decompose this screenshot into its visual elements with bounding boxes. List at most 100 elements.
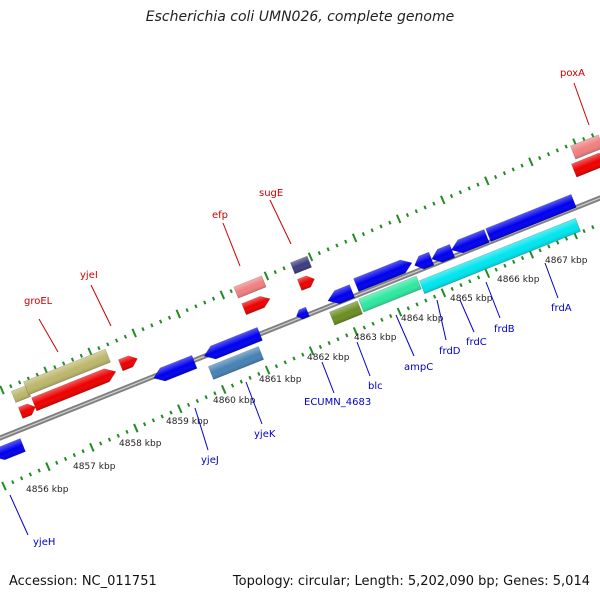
minor-tick xyxy=(257,371,261,377)
gene-label-yjeJ: yjeJ xyxy=(201,455,219,466)
tick-label-4867: 4867 kbp xyxy=(545,256,588,266)
major-tick xyxy=(396,307,403,317)
minor-tick xyxy=(406,306,410,311)
minor-tick xyxy=(476,275,481,280)
minor-tick xyxy=(107,437,112,442)
minor-tick xyxy=(344,239,348,244)
major-tick xyxy=(395,214,402,224)
gene-efp xyxy=(241,296,271,316)
minor-tick xyxy=(167,315,172,320)
minor-tick xyxy=(318,344,323,349)
minor-tick xyxy=(414,209,418,214)
minor-tick xyxy=(169,410,173,415)
tick-label-4860: 4860 kbp xyxy=(213,396,256,406)
minor-tick xyxy=(17,380,22,385)
minor-tick xyxy=(503,263,507,268)
minor-tick xyxy=(9,384,13,389)
minor-tick xyxy=(283,360,287,365)
gene-label-poxA: poxA xyxy=(560,68,585,79)
tick-label-4856: 4856 kbp xyxy=(26,485,69,495)
minor-tick xyxy=(229,289,233,294)
gene-label-ampC: ampC xyxy=(404,362,433,373)
minor-tick xyxy=(326,247,330,252)
minor-tick xyxy=(116,433,120,438)
major-tick xyxy=(175,309,181,319)
minor-tick xyxy=(317,251,321,256)
major-tick xyxy=(528,157,534,167)
gene-label-groEL: groEL xyxy=(24,296,53,307)
minor-tick xyxy=(230,383,235,388)
minor-tick xyxy=(467,186,471,191)
major-tick xyxy=(0,385,5,395)
minor-tick xyxy=(55,460,59,465)
minor-tick xyxy=(590,133,595,138)
minor-tick xyxy=(379,224,383,229)
minor-tick xyxy=(371,321,375,326)
minor-tick xyxy=(62,361,66,366)
minor-tick xyxy=(81,449,85,454)
gene-groEL-red-small xyxy=(17,403,36,419)
major-tick xyxy=(484,268,491,279)
minor-tick xyxy=(114,338,119,343)
major-tick xyxy=(219,290,226,300)
minor-tick xyxy=(361,232,366,237)
minor-tick xyxy=(186,402,191,407)
tick-label-4861: 4861 kbp xyxy=(259,375,302,385)
accession-text: Accession: NC_011751 xyxy=(9,574,157,589)
gene-frdA xyxy=(419,217,581,295)
tick-label-4865: 4865 kbp xyxy=(450,294,493,304)
gene-label-yjeH: yjeH xyxy=(33,537,55,548)
minor-tick xyxy=(142,422,147,427)
major-tick xyxy=(177,404,183,414)
major-tick xyxy=(87,347,93,357)
minor-tick xyxy=(28,472,33,477)
gene-sugE xyxy=(296,275,315,291)
gene-ECUMN_4683 xyxy=(327,284,356,305)
minor-tick xyxy=(160,414,164,419)
minor-tick xyxy=(11,480,15,485)
minor-tick xyxy=(53,365,57,370)
minor-tick xyxy=(211,296,216,301)
gene-label-efp: efp xyxy=(212,210,228,221)
minor-tick xyxy=(63,456,68,462)
upper-tick-track xyxy=(0,133,595,395)
gene-labels: 4856 kbp 4857 kbp 4858 kbp 4859 kbp 4860… xyxy=(9,68,590,548)
minor-tick xyxy=(582,228,586,234)
gene-label-yjeI: yjeI xyxy=(80,270,98,281)
major-tick xyxy=(440,195,446,205)
minor-tick xyxy=(248,375,252,380)
minor-tick xyxy=(405,213,410,218)
tick-label-4857: 4857 kbp xyxy=(73,462,116,472)
minor-tick xyxy=(424,298,428,303)
minor-tick xyxy=(468,279,472,284)
gene-yjeH xyxy=(0,438,26,461)
minor-tick xyxy=(35,372,39,377)
gene-yjeI xyxy=(31,368,117,412)
minor-tick xyxy=(370,228,374,233)
minor-tick xyxy=(72,453,76,458)
major-tick xyxy=(351,233,358,243)
map-title: Escherichia coli UMN026, complete genome xyxy=(145,9,455,25)
gene-label-sugE: sugE xyxy=(259,188,283,199)
minor-tick xyxy=(282,266,286,271)
gene-poxA-pink xyxy=(570,134,600,160)
gene-yjeJ xyxy=(153,354,198,382)
minor-tick xyxy=(388,220,392,225)
minor-tick xyxy=(292,356,296,361)
minor-tick xyxy=(70,357,75,362)
minor-tick xyxy=(582,136,586,142)
tick-label-4863: 4863 kbp xyxy=(354,333,397,343)
gene-frdD xyxy=(414,251,435,270)
minor-tick xyxy=(502,171,507,176)
gene-efp-pink xyxy=(233,275,267,299)
minor-tick xyxy=(185,308,189,313)
minor-tick xyxy=(213,391,217,396)
major-tick xyxy=(220,384,227,394)
tick-label-4858: 4858 kbp xyxy=(119,439,162,449)
minor-tick xyxy=(336,337,340,342)
genome-stats-text: Topology: circular; Length: 5,202,090 bp… xyxy=(232,574,590,589)
minor-tick xyxy=(335,243,339,248)
minor-tick xyxy=(99,441,103,446)
minor-tick xyxy=(493,174,498,180)
